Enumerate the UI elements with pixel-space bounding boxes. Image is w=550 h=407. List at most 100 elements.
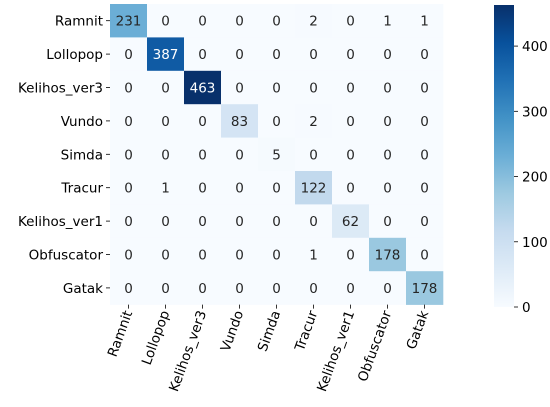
cell-value-label: 178 (412, 281, 438, 297)
colorbar-tick-label: 0 (522, 300, 531, 316)
x-tick-label: Tracur (292, 308, 322, 354)
cell-value-label: 0 (198, 14, 207, 30)
heatmap-cell (332, 104, 370, 138)
heatmap-cell (295, 4, 333, 38)
heatmap-cell (369, 237, 407, 272)
heatmap-cell (184, 137, 222, 172)
cell-value-label: 0 (124, 214, 133, 230)
heatmap-cell (147, 104, 185, 138)
heatmap-cell (332, 171, 370, 205)
cell-value-label: 0 (346, 248, 355, 264)
cell-value-label: 5 (272, 147, 281, 163)
heatmap-cell (406, 204, 444, 239)
x-tick-label: Gatak (404, 308, 433, 351)
cell-value-label: 0 (383, 114, 392, 130)
heatmap-cell (295, 104, 333, 138)
heatmap-cell (184, 104, 222, 138)
cell-value-label: 0 (309, 281, 318, 297)
cell-value-label: 0 (124, 47, 133, 63)
cell-value-label: 0 (161, 114, 170, 130)
cell-value-label: 0 (198, 214, 207, 230)
cell-value-label: 0 (420, 214, 429, 230)
cell-value-label: 0 (272, 114, 281, 130)
cell-value-label: 0 (124, 248, 133, 264)
cell-value-label: 0 (309, 81, 318, 97)
cell-value-label: 0 (124, 147, 133, 163)
heatmap-cell (221, 171, 259, 205)
y-tick-label: Ramnit (55, 14, 103, 30)
cell-value-label: 0 (124, 114, 133, 130)
heatmap-cell (110, 70, 148, 105)
heatmap-cell (147, 37, 185, 72)
cell-value-label: 0 (383, 181, 392, 197)
heatmap-cell (369, 70, 407, 105)
heatmap-cell (406, 4, 444, 38)
colorbar-tick-label: 100 (522, 235, 548, 251)
heatmap-cell (147, 4, 185, 38)
heatmap-cell (406, 171, 444, 205)
heatmap-cell (147, 271, 185, 305)
y-tick-label: Vundo (61, 114, 103, 130)
heatmap-cell (406, 70, 444, 105)
heatmap-cell (332, 271, 370, 305)
heatmap-cell (110, 4, 148, 38)
cell-value-label: 0 (383, 47, 392, 63)
cell-value-label: 0 (235, 14, 244, 30)
x-tick-label: Ramnit (105, 308, 136, 359)
y-tick-label: Kelihos_ver1 (18, 214, 103, 230)
cell-value-label: 0 (235, 81, 244, 97)
heatmap-cell (184, 271, 222, 305)
y-tick-label: Obfuscator (29, 248, 104, 264)
heatmap-cell (147, 237, 185, 272)
cell-value-label: 0 (272, 47, 281, 63)
heatmap-cell (406, 104, 444, 138)
heatmap-cell (332, 237, 370, 272)
cell-value-label: 0 (346, 14, 355, 30)
cell-value-label: 0 (198, 114, 207, 130)
cell-value-label: 0 (272, 281, 281, 297)
heatmap-cell (332, 37, 370, 72)
heatmap-cell (258, 237, 296, 272)
heatmap-cell (369, 37, 407, 72)
heatmap-cell (258, 171, 296, 205)
cell-value-label: 0 (235, 214, 244, 230)
x-tick-label: Vundo (218, 308, 247, 353)
heatmap-cell (295, 37, 333, 72)
heatmap-cell (184, 70, 222, 105)
cell-value-label: 0 (383, 214, 392, 230)
y-tick-label: Simda (61, 147, 103, 163)
y-tick-label: Gatak (63, 281, 103, 297)
heatmap-cell (110, 204, 148, 239)
cell-value-label: 2 (309, 114, 318, 130)
heatmap-cell (184, 171, 222, 205)
heatmap-cell (258, 37, 296, 72)
cell-value-label: 0 (420, 147, 429, 163)
cell-value-label: 0 (420, 248, 429, 264)
cell-value-label: 0 (235, 248, 244, 264)
heatmap-cell (221, 70, 259, 105)
cell-value-label: 0 (198, 147, 207, 163)
cell-value-label: 0 (198, 281, 207, 297)
heatmap-cell (406, 137, 444, 172)
heatmap-cell (221, 104, 259, 138)
heatmap-cell (184, 204, 222, 239)
cell-value-label: 0 (161, 248, 170, 264)
cell-value-label: 1 (309, 248, 318, 264)
y-tick-label: Lollopop (46, 47, 103, 63)
cell-value-label: 0 (198, 47, 207, 63)
cell-value-label: 0 (161, 14, 170, 30)
heatmap-cell (221, 37, 259, 72)
cell-value-label: 0 (346, 281, 355, 297)
heatmap-cell (295, 271, 333, 305)
cell-value-label: 387 (153, 47, 179, 63)
cell-value-label: 1 (420, 14, 429, 30)
cell-value-label: 0 (346, 114, 355, 130)
cell-value-label: 0 (124, 81, 133, 97)
x-tick-label: Simda (255, 308, 285, 353)
cell-value-label: 0 (420, 47, 429, 63)
cell-value-label: 0 (272, 248, 281, 264)
heatmap-cell (332, 4, 370, 38)
cell-value-label: 0 (383, 81, 392, 97)
heatmap-cell (332, 204, 370, 239)
